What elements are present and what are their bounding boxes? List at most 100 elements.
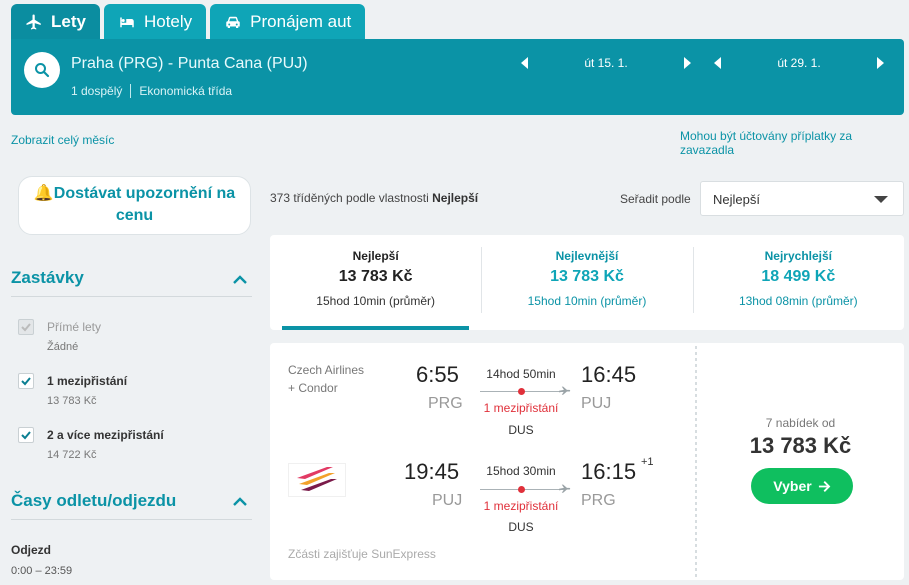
two-plus-stops-label: 2 a více mezipřistání <box>47 428 164 442</box>
two-plus-stops-checkbox[interactable] <box>18 427 34 443</box>
check-icon <box>21 431 31 440</box>
one-stop-checkbox[interactable] <box>18 373 34 389</box>
chevron-up-icon[interactable] <box>232 272 248 288</box>
depart-date[interactable]: út 15. 1. <box>584 56 628 70</box>
bed-icon <box>120 17 134 27</box>
tab-car-rental-label: Pronájem aut <box>250 11 352 31</box>
operated-by: Zčásti zajišťuje SunExpress <box>288 547 436 561</box>
check-icon <box>21 323 31 332</box>
one-stop-label: 1 mezipřistání <box>47 374 128 388</box>
tab-hotels[interactable]: Hotely <box>103 4 207 39</box>
carrier-secondary: + Condor <box>288 381 338 395</box>
divider <box>695 343 697 580</box>
tab-hotels-label: Hotely <box>143 11 193 31</box>
search-button[interactable] <box>24 52 60 88</box>
inbound-arr-time: 16:15 <box>581 459 637 484</box>
one-stop-price: 13 783 Kč <box>47 395 97 407</box>
sort-tab-price: 13 783 Kč <box>550 268 624 285</box>
sort-tab-best[interactable]: Nejlepší 13 783 Kč 15hod 10min (průměr) <box>270 235 481 330</box>
tab-car-rental[interactable]: Pronájem aut <box>210 4 366 39</box>
bell-icon: 🔔 <box>33 185 54 202</box>
outbound-arr-code: PUJ <box>581 395 612 412</box>
sort-select[interactable]: Nejlepší <box>700 181 904 216</box>
active-tab-indicator <box>282 326 470 330</box>
baggage-fees-link[interactable]: Mohou být účtovány příplatky za zavazadl… <box>680 129 853 157</box>
search-bar[interactable]: Praha (PRG) - Punta Cana (PUJ) 1 dospělý… <box>11 39 904 115</box>
inbound-arr-code: PRG <box>581 492 616 509</box>
cabin-class: Ekonomická třída <box>139 84 233 98</box>
tab-flights[interactable]: Lety <box>11 4 100 39</box>
select-flight-button[interactable]: Vyber <box>751 468 853 504</box>
caret-down-icon <box>874 196 888 203</box>
sort-tab-cheapest[interactable]: Nejlevnější 13 783 Kč 15hod 10min (průmě… <box>481 235 692 330</box>
sort-tab-duration: 15hod 10min (průměr) <box>527 294 647 308</box>
sort-tab-title: Nejlepší <box>352 249 399 263</box>
sort-label: Seřadit podle <box>620 192 691 206</box>
sort-select-value: Nejlepší <box>713 192 760 207</box>
direct-flights-label: Přímé lety <box>47 320 102 334</box>
sort-tab-title: Nejrychlejší <box>764 249 832 263</box>
chevron-up-icon[interactable] <box>232 494 248 510</box>
inbound-dep-code: PUJ <box>432 492 463 509</box>
stops-heading[interactable]: Zastávky <box>11 268 84 287</box>
sort-tab-title: Nejlevnější <box>555 249 619 263</box>
outbound-dep-time: 6:55 <box>416 362 459 387</box>
airline-logo-mark <box>297 467 337 491</box>
outbound-arr-time: 16:45 <box>581 362 637 387</box>
arrow-right-icon <box>818 480 831 492</box>
prev-depart-date-icon[interactable] <box>521 57 528 69</box>
divider <box>11 296 252 297</box>
day-offset: +1 <box>641 456 654 468</box>
prev-return-date-icon[interactable] <box>714 57 721 69</box>
airline-logo <box>288 463 346 497</box>
direct-flights-price: Žádné <box>47 341 79 353</box>
result-count-text: 373 tříděných podle vlastnosti <box>270 191 429 205</box>
direct-flights-checkbox[interactable] <box>18 319 34 335</box>
price-alert-label: Dostávat upozornění na cenu <box>53 185 236 224</box>
outbound-duration: 14hod 50min <box>486 367 556 381</box>
carrier-primary: Czech Airlines <box>288 363 365 377</box>
return-date[interactable]: út 29. 1. <box>777 56 821 70</box>
times-heading[interactable]: Časy odletu/odjezdu <box>11 491 177 510</box>
select-flight-label: Vyber <box>773 478 812 494</box>
outbound-stops: 1 mezipřistání <box>483 401 559 415</box>
check-icon <box>21 377 31 386</box>
sort-tab-fastest[interactable]: Nejrychlejší 18 499 Kč 13hod 08min (prům… <box>692 235 904 330</box>
sort-tab-price: 13 783 Kč <box>338 268 413 285</box>
inbound-via: DUS <box>508 520 534 534</box>
sort-tab-duration: 13hod 08min (průměr) <box>738 294 858 308</box>
outbound-via: DUS <box>508 423 534 437</box>
sort-tab-price: 18 499 Kč <box>761 268 836 285</box>
tab-flights-label: Lety <box>51 11 86 31</box>
stop-dot <box>518 388 525 395</box>
next-return-date-icon[interactable] <box>877 57 884 69</box>
inbound-stops: 1 mezipřistání <box>483 499 559 513</box>
flight-result-card[interactable] <box>270 343 695 580</box>
plane-icon <box>26 14 41 29</box>
route-text[interactable]: Praha (PRG) - Punta Cana (PUJ) <box>71 55 308 72</box>
inbound-duration: 15hod 30min <box>486 464 556 478</box>
car-icon <box>226 16 240 28</box>
carrier-names: Czech Airlines + Condor <box>288 361 364 397</box>
return-date-picker[interactable]: út 29. 1. <box>714 55 884 71</box>
price-panel <box>697 343 904 580</box>
search-icon <box>35 63 50 78</box>
offers-count: 7 nabídek od <box>765 416 836 430</box>
stop-dot <box>518 486 525 493</box>
passenger-count: 1 dospělý <box>71 84 123 98</box>
outbound-dep-code: PRG <box>428 395 463 412</box>
depart-date-picker[interactable]: út 15. 1. <box>521 55 691 71</box>
inbound-dep-time: 19:45 <box>404 459 460 484</box>
next-depart-date-icon[interactable] <box>684 57 691 69</box>
departure-label: Odjezd <box>11 543 52 557</box>
product-tabs: Lety Hotely Pronájem aut <box>11 4 366 39</box>
full-month-link[interactable]: Zobrazit celý měsíc <box>11 133 115 147</box>
divider <box>11 519 252 520</box>
plane-icon <box>559 386 571 395</box>
plane-icon <box>559 484 571 493</box>
passenger-summary[interactable]: 1 dospělý Ekonomická třída <box>71 84 232 98</box>
result-count: 373 tříděných podle vlastnosti Nejlepší <box>270 191 478 205</box>
sort-tab-duration: 15hod 10min (průměr) <box>316 294 436 308</box>
price-alert-button[interactable]: 🔔Dostávat upozornění na cenu <box>18 176 251 235</box>
sort-tabs: Nejlepší 13 783 Kč 15hod 10min (průměr) … <box>270 235 904 330</box>
